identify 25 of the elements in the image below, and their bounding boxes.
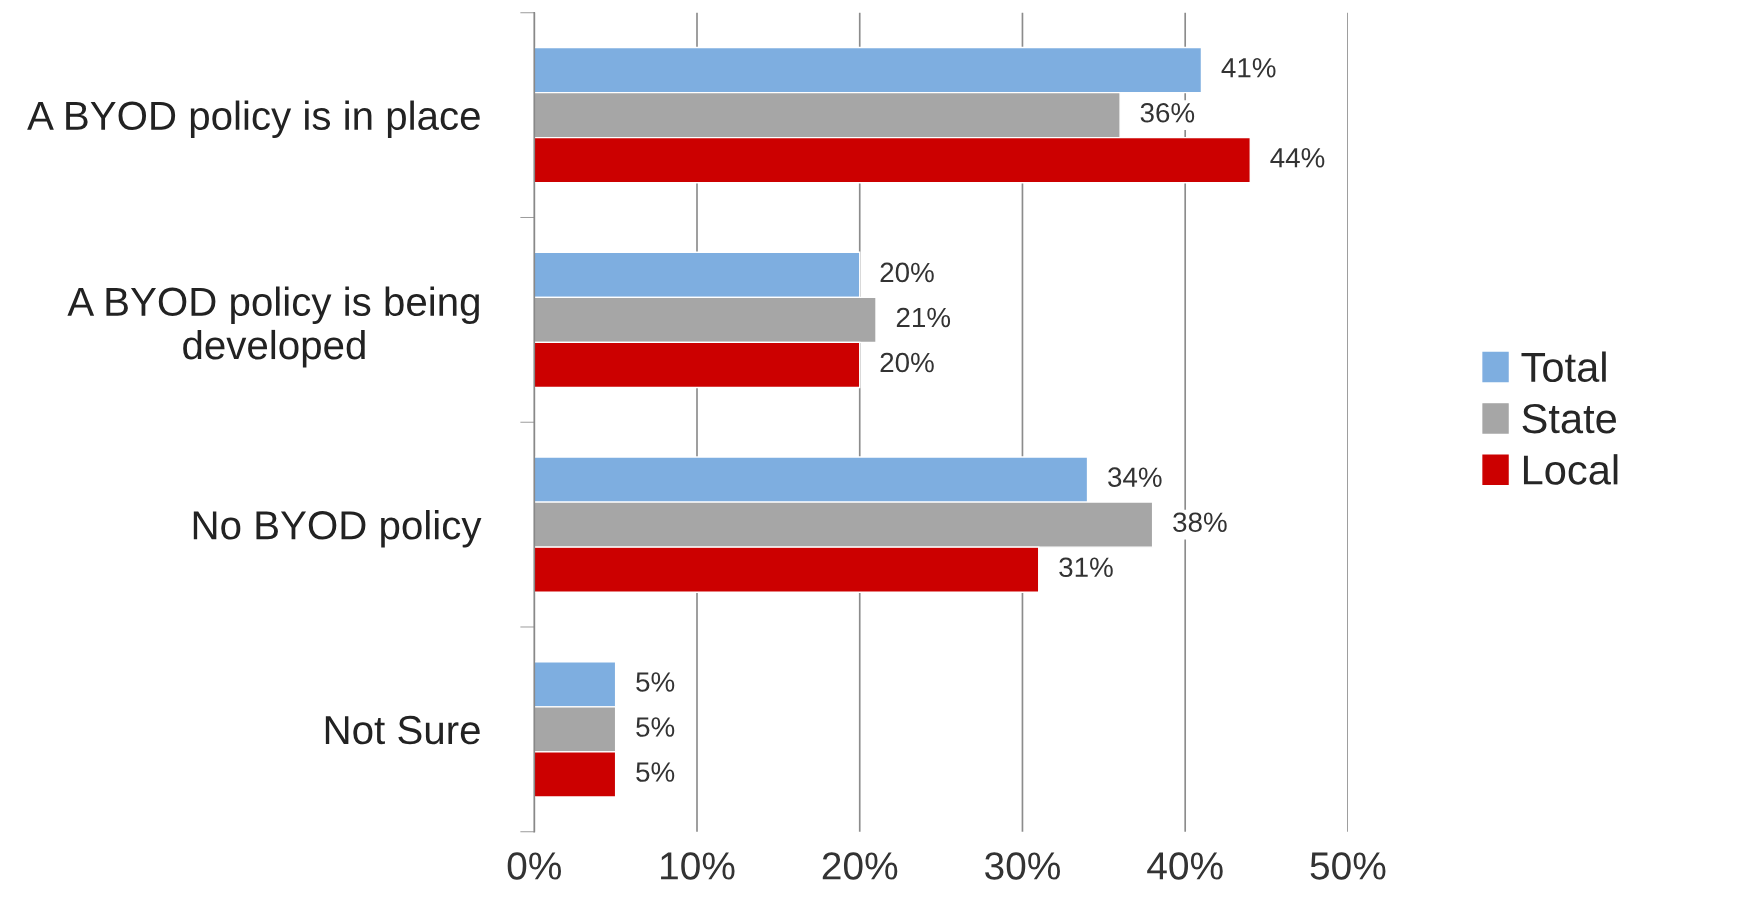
y-tick-label: No BYOD policy [193, 510, 482, 548]
data-label: 34% [1108, 467, 1162, 488]
data-label: 20% [880, 352, 934, 373]
legend-label: Total [1521, 351, 1606, 383]
x-tick-label: 20% [822, 852, 898, 880]
x-tick-label: 50% [1310, 852, 1386, 880]
legend-label: Local [1523, 454, 1618, 485]
data-label: 5% [636, 672, 675, 692]
x-tick-label: 0% [507, 852, 561, 880]
data-label: 5% [636, 762, 675, 782]
x-tick-label: 10% [661, 852, 735, 880]
data-label: 36% [1140, 102, 1195, 123]
data-label: 38% [1173, 512, 1227, 533]
x-tick-label: 30% [985, 852, 1060, 880]
data-label: 31% [1059, 557, 1113, 578]
legend-label: State [1522, 403, 1616, 434]
y-tick-label: Not Sure [325, 715, 480, 745]
y-tick-label: A BYOD policy is being developed [67, 286, 479, 368]
data-label: 44% [1270, 148, 1325, 168]
data-label: 21% [896, 307, 951, 328]
x-tick-label: 40% [1147, 852, 1223, 880]
data-label: 20% [880, 262, 934, 283]
y-tick-label: A BYOD policy is in place [27, 100, 480, 139]
data-label: 41% [1221, 57, 1276, 78]
data-label: 5% [636, 717, 675, 737]
